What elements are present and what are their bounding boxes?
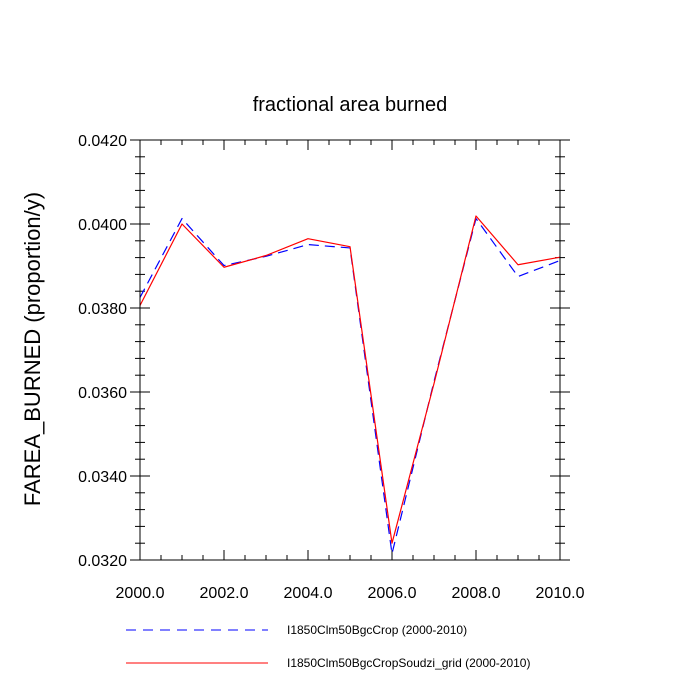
plot-frame	[139, 139, 561, 561]
major-ticks	[130, 139, 570, 561]
legend: I1850Clm50BgcCrop (2000-2010) I1850Clm50B…	[126, 623, 530, 670]
y-tick-label: 0.0360	[78, 385, 127, 402]
y-tick-labels: 0.0320 0.0340 0.0360 0.0380 0.0400 0.0420	[78, 133, 127, 570]
y-tick-label: 0.0400	[78, 217, 127, 234]
chart-title: fractional area burned	[253, 94, 448, 116]
series-line-1	[139, 217, 561, 555]
series-line-2	[139, 215, 561, 544]
legend-label-2: I1850Clm50BgcCropSoudzi_grid (2000-2010)	[287, 656, 530, 670]
y-axis-label: FAREA_BURNED (proportion/y)	[20, 192, 45, 506]
x-tick-label: 2008.0	[452, 585, 501, 602]
y-tick-label: 0.0380	[78, 301, 127, 318]
x-tick-label: 2006.0	[368, 585, 417, 602]
x-tick-label: 2010.0	[536, 585, 585, 602]
x-tick-label: 2004.0	[284, 585, 333, 602]
y-tick-label: 0.0320	[78, 553, 127, 570]
x-tick-label: 2002.0	[200, 585, 249, 602]
y-tick-label: 0.0340	[78, 469, 127, 486]
series-lines	[139, 215, 561, 555]
legend-label-1: I1850Clm50BgcCrop (2000-2010)	[287, 623, 467, 637]
y-tick-label: 0.0420	[78, 133, 127, 150]
x-tick-labels: 2000.0 2002.0 2004.0 2006.0 2008.0 2010.0	[116, 585, 585, 602]
minor-ticks	[135, 139, 565, 561]
x-tick-label: 2000.0	[116, 585, 165, 602]
